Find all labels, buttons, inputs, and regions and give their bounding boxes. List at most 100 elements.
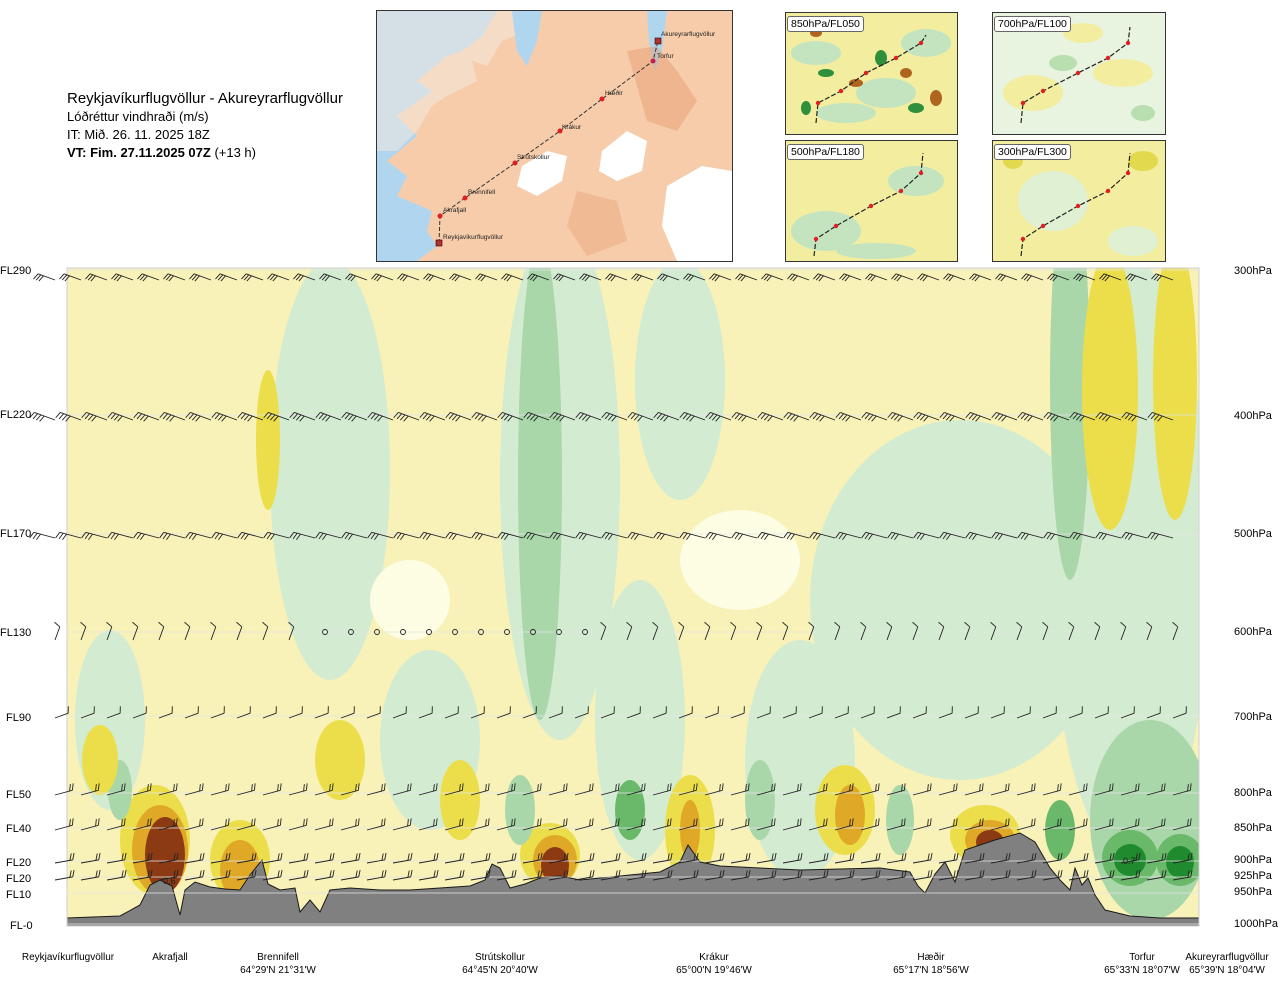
route-map-svg: Reykjavíkurflugvöllur Akrafjall Brennife… <box>377 11 732 261</box>
wind-barb-217 <box>1120 706 1135 719</box>
wind-barb-236 <box>470 783 490 796</box>
level-map-850-label: 850hPa/FL050 <box>787 16 864 32</box>
level-map-300-label: 300hPa/FL300 <box>994 144 1071 160</box>
wind-barb-182 <box>210 706 225 719</box>
wind-barb-301 <box>1016 818 1036 831</box>
wind-barb-362 <box>314 869 335 881</box>
wind-barb-99 <box>315 531 342 541</box>
wind-barb-46 <box>81 412 108 422</box>
wind-barb-18 <box>501 273 524 282</box>
wind-barb-175 <box>1172 621 1179 641</box>
wind-barb-266 <box>106 818 126 831</box>
wind-barb-314 <box>210 852 231 864</box>
calm-marker-142 <box>322 629 328 635</box>
fl-label-170: FL170 <box>0 528 32 540</box>
location-name: Torfur <box>1129 952 1155 963</box>
level-map-850[interactable]: 850hPa/FL050 <box>785 12 958 135</box>
wind-barb-134 <box>106 621 113 641</box>
wind-barb-372 <box>574 869 595 881</box>
wind-barb-336 <box>782 852 803 864</box>
fl-label-220: FL220 <box>0 409 32 421</box>
wind-barb-248 <box>782 783 802 796</box>
wind-barb-199 <box>652 706 667 719</box>
wind-barb-250 <box>834 783 854 796</box>
issue-time: IT: Mið. 26. 11. 2025 18Z <box>67 127 210 142</box>
wind-barb-130 <box>1121 531 1148 541</box>
wind-barb-32 <box>865 273 888 282</box>
wind-barb-29 <box>787 273 810 282</box>
plot-frame <box>66 267 1200 927</box>
wind-barb-25 <box>683 273 706 282</box>
wind-barb-170 <box>1042 621 1049 641</box>
wind-barb-307 <box>1172 818 1192 831</box>
wind-barb-54 <box>289 412 316 422</box>
wind-barb-342 <box>938 852 959 864</box>
wind-barb-243 <box>652 783 672 796</box>
level-map-700-label: 700hPa/FL100 <box>994 16 1071 32</box>
wind-barb-101 <box>367 531 394 541</box>
wind-barb-160 <box>782 621 789 641</box>
wind-barb-344 <box>990 852 1011 864</box>
wind-barb-57 <box>367 412 394 422</box>
wind-barb-378 <box>730 869 751 881</box>
field-cell-37 <box>440 760 480 840</box>
wind-barb-379 <box>756 869 777 881</box>
wind-barb-37 <box>995 273 1018 282</box>
level-map-500[interactable]: 500hPa/FL180 <box>785 140 958 262</box>
wind-barb-164 <box>886 621 893 641</box>
calm-marker-151 <box>556 629 562 635</box>
wind-barb-330 <box>626 852 647 864</box>
wind-barb-214 <box>1042 706 1057 719</box>
wind-barb-347 <box>1068 852 1089 864</box>
wind-barb-234 <box>418 783 438 796</box>
map-marker-brennifell <box>462 195 468 201</box>
wind-barb-189 <box>392 706 407 719</box>
wind-barb-387 <box>964 869 985 881</box>
wind-barb-77 <box>887 412 914 422</box>
wind-barb-238 <box>522 783 542 796</box>
wind-barb-42 <box>1125 273 1148 282</box>
map-labels: Reykjavíkurflugvöllur Akrafjall Brennife… <box>443 31 716 241</box>
level-map-700[interactable]: 700hPa/FL100 <box>992 12 1166 135</box>
wind-barb-283 <box>548 818 568 831</box>
wind-barb-138 <box>210 621 217 641</box>
wind-barb-116 <box>757 531 784 541</box>
wind-barb-216 <box>1094 706 1109 719</box>
wind-barb-374 <box>626 869 647 881</box>
wind-barb-325 <box>496 852 517 864</box>
wind-barb-259 <box>1068 783 1088 796</box>
level-map-300[interactable]: 300hPa/FL300 <box>992 140 1166 262</box>
wind-barb-157 <box>704 621 711 641</box>
map-marker-strutskollur <box>512 160 518 166</box>
wind-barb-136 <box>158 621 165 641</box>
wind-barb-233 <box>392 783 412 796</box>
wind-barb-161 <box>808 621 815 641</box>
wind-barb-280 <box>470 818 490 831</box>
wind-barb-123 <box>939 531 966 541</box>
calm-marker-143 <box>348 629 354 635</box>
field-cell-32 <box>835 785 865 845</box>
wind-barb-208 <box>886 706 901 719</box>
wind-barb-179 <box>132 706 147 719</box>
location-coord: 65°39'N 18°04'W <box>1189 965 1265 976</box>
wind-barb-221 <box>80 783 100 796</box>
location-coord: 64°29'N 21°31'W <box>240 965 316 976</box>
wind-barb-309 <box>80 852 101 864</box>
wind-barb-281 <box>496 818 516 831</box>
wind-barb-17 <box>475 273 498 282</box>
map-marker-akrafjall <box>437 213 443 219</box>
wind-barb-100 <box>341 531 368 541</box>
wind-barb-246 <box>730 783 750 796</box>
wind-barb-247 <box>756 783 776 796</box>
wind-barb-264 <box>54 818 74 831</box>
wind-barb-78 <box>913 412 940 422</box>
wind-barb-364 <box>366 869 387 881</box>
fl-label-40: FL40 <box>6 823 32 835</box>
map-label-krakur: Krákur <box>562 124 582 131</box>
wind-barb-337 <box>808 852 829 864</box>
wind-barb-85 <box>1095 412 1122 422</box>
wind-barb-62 <box>497 412 524 422</box>
wind-barb-63 <box>523 412 550 422</box>
wind-barb-285 <box>600 818 620 831</box>
wind-barb-129 <box>1095 531 1122 541</box>
